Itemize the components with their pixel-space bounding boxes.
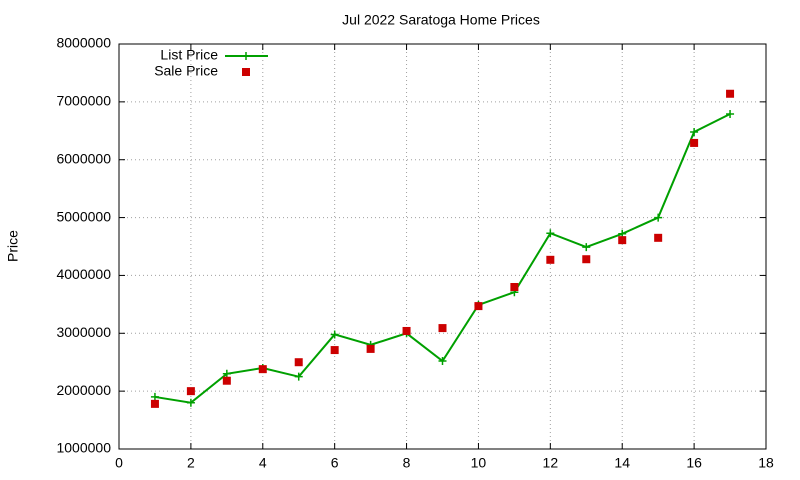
point — [510, 283, 519, 291]
point — [438, 324, 447, 333]
point — [654, 213, 663, 222]
y-axis-label: Price — [5, 230, 21, 262]
x-tick-label: 4 — [259, 455, 267, 471]
y-tick-label: 1000000 — [56, 440, 111, 456]
legend-label: Sale Price — [154, 63, 218, 79]
legend-marker — [242, 52, 250, 60]
point — [186, 398, 195, 407]
point — [402, 326, 411, 335]
point — [330, 330, 339, 339]
plot-frame — [118, 43, 767, 450]
x-tick-label: 18 — [758, 455, 774, 471]
point — [726, 89, 735, 98]
y-tick-label: 4000000 — [56, 266, 111, 282]
y-tick-label: 7000000 — [56, 93, 111, 109]
y-tick-label: 6000000 — [56, 150, 111, 166]
point — [546, 255, 555, 264]
y-tick-label: 8000000 — [56, 35, 111, 51]
point — [726, 110, 735, 119]
x-tick-label: 8 — [403, 455, 411, 471]
y-tick-label: 5000000 — [56, 208, 111, 224]
y-tick-label: 3000000 — [56, 324, 111, 340]
y-tick-label: 2000000 — [56, 382, 111, 398]
x-tick-label: 12 — [543, 455, 559, 471]
legend-label: List Price — [160, 47, 218, 63]
point — [654, 233, 663, 242]
x-tick-label: 0 — [115, 455, 123, 471]
point — [366, 344, 375, 353]
point — [294, 358, 303, 367]
x-tick-label: 10 — [471, 455, 487, 471]
legend-marker — [242, 68, 250, 76]
point — [582, 255, 591, 264]
x-tick-label: 6 — [331, 455, 339, 471]
point — [330, 346, 339, 355]
point — [258, 365, 267, 374]
point — [690, 127, 699, 136]
chart-title: Jul 2022 Saratoga Home Prices — [342, 12, 540, 28]
point — [294, 372, 303, 381]
point — [618, 236, 627, 245]
point — [222, 376, 231, 385]
point — [546, 229, 555, 238]
x-tick-label: 14 — [614, 455, 630, 471]
point — [474, 302, 483, 311]
point — [150, 399, 159, 408]
point — [582, 243, 591, 252]
point — [222, 369, 231, 378]
point — [186, 387, 195, 396]
point — [438, 357, 447, 366]
x-tick-label: 16 — [686, 455, 702, 471]
point — [690, 138, 699, 147]
point — [150, 392, 159, 401]
x-tick-label: 2 — [187, 455, 195, 471]
